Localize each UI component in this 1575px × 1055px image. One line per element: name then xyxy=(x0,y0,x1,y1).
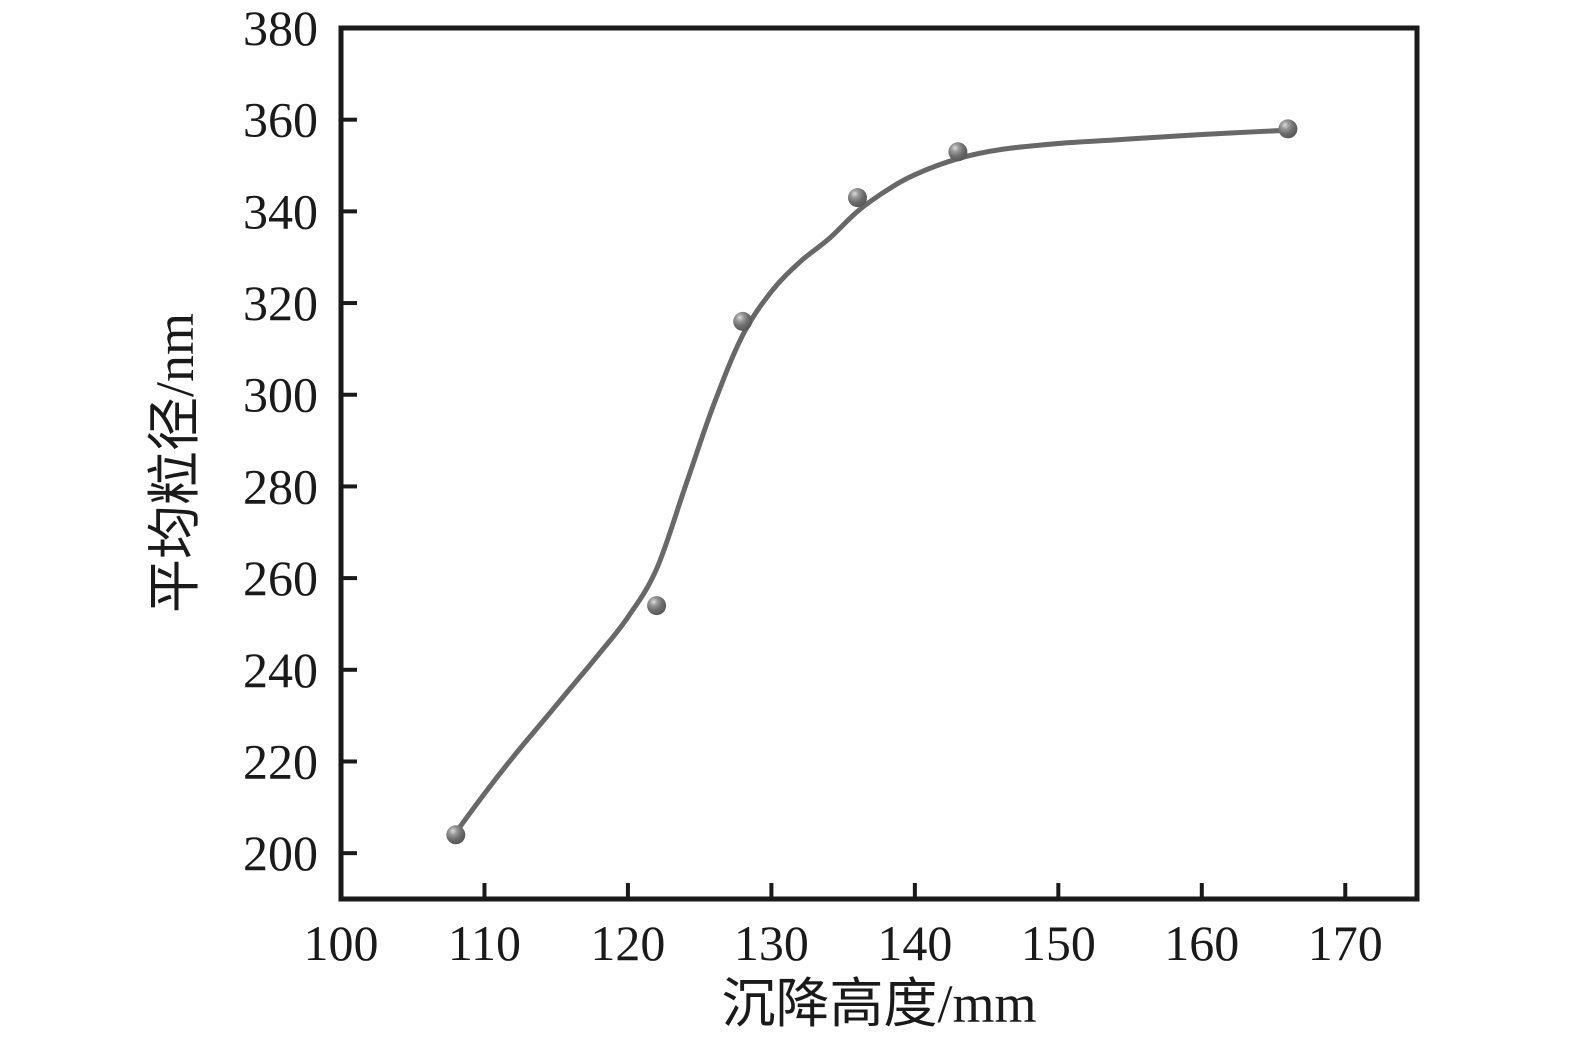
data-point-marker xyxy=(1278,119,1298,139)
x-tick-label: 140 xyxy=(877,915,952,971)
y-tick-label: 220 xyxy=(243,733,318,789)
x-tick-label: 110 xyxy=(448,915,521,971)
x-tick-label: 150 xyxy=(1021,915,1096,971)
y-axis-label: 平均粒径/nm xyxy=(145,313,205,613)
y-tick-label: 200 xyxy=(243,825,318,881)
x-axis-label: 沉降高度/mm xyxy=(721,974,1036,1034)
data-point-marker xyxy=(647,596,667,616)
x-tick-label: 160 xyxy=(1164,915,1239,971)
y-tick-label: 240 xyxy=(243,642,318,698)
axes-frame xyxy=(338,25,1420,902)
plot-layer: 100 110 120 130 140 150 160 170 200 220 240 260 280 3… xyxy=(243,0,1420,971)
x-tick-label: 170 xyxy=(1308,915,1383,971)
data-point-marker xyxy=(848,188,867,208)
fit-curve xyxy=(453,127,1291,835)
y-tick-label: 320 xyxy=(243,275,318,331)
data-point-marker xyxy=(446,825,466,845)
x-tick-label: 100 xyxy=(304,915,379,971)
y-tick-label: 340 xyxy=(243,183,318,239)
data-point-marker xyxy=(733,311,753,331)
data-point-marker xyxy=(948,142,968,162)
x-tick-label: 120 xyxy=(590,915,665,971)
y-tick-label: 380 xyxy=(243,0,318,56)
x-tick-label: 130 xyxy=(734,915,809,971)
y-tick-label: 260 xyxy=(243,550,318,606)
y-tick-label: 360 xyxy=(243,92,318,148)
y-tick-label: 280 xyxy=(243,458,318,514)
y-tick-label: 300 xyxy=(243,367,318,423)
